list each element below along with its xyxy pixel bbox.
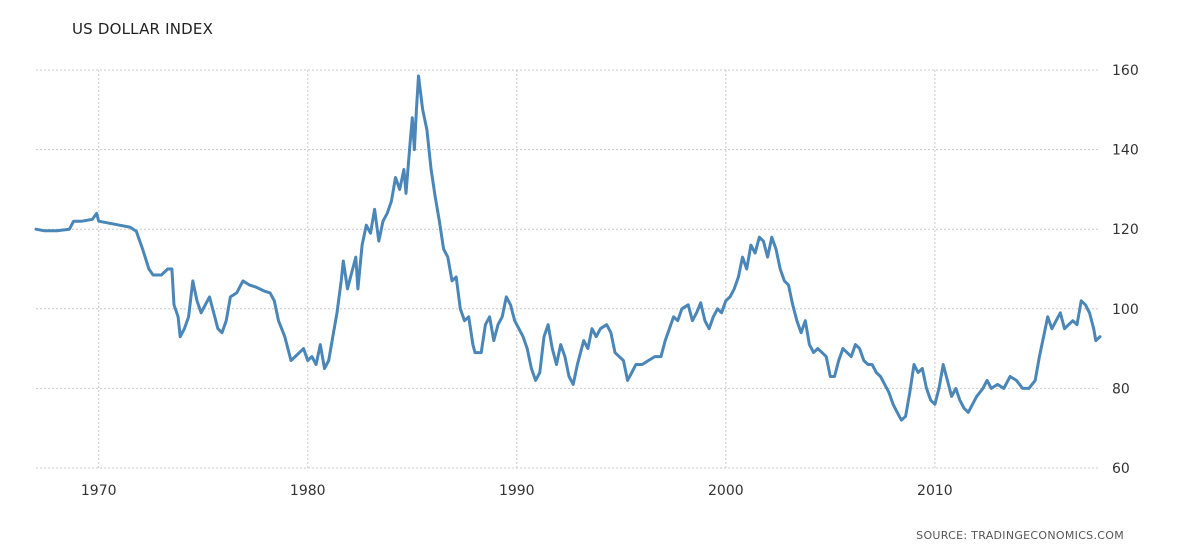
y-tick-label-140: 140: [1112, 143, 1139, 159]
y-tick-label-80: 80: [1112, 381, 1130, 397]
y-tick-label-160: 160: [1112, 63, 1139, 79]
grid: [36, 69, 1100, 469]
x-axis-ticks: 1970 1980 1990 2000 2010: [81, 483, 953, 499]
chart-title: US DOLLAR INDEX: [72, 20, 214, 38]
x-tick-label-2000: 2000: [708, 483, 744, 499]
y-tick-label-60: 60: [1112, 461, 1130, 477]
series-line-0: [34, 74, 1102, 422]
y-tick-label-100: 100: [1112, 302, 1139, 318]
series-layer: [34, 74, 1102, 422]
x-tick-label-1990: 1990: [499, 483, 535, 499]
source-credit: SOURCE: TRADINGECONOMICS.COM: [916, 529, 1124, 542]
y-axis-ticks: 60 80 100 120 140 160: [1112, 63, 1139, 477]
x-tick-label-2010: 2010: [917, 483, 953, 499]
x-tick-label-1970: 1970: [81, 483, 117, 499]
y-tick-label-120: 120: [1112, 222, 1139, 238]
x-tick-label-1980: 1980: [290, 483, 326, 499]
